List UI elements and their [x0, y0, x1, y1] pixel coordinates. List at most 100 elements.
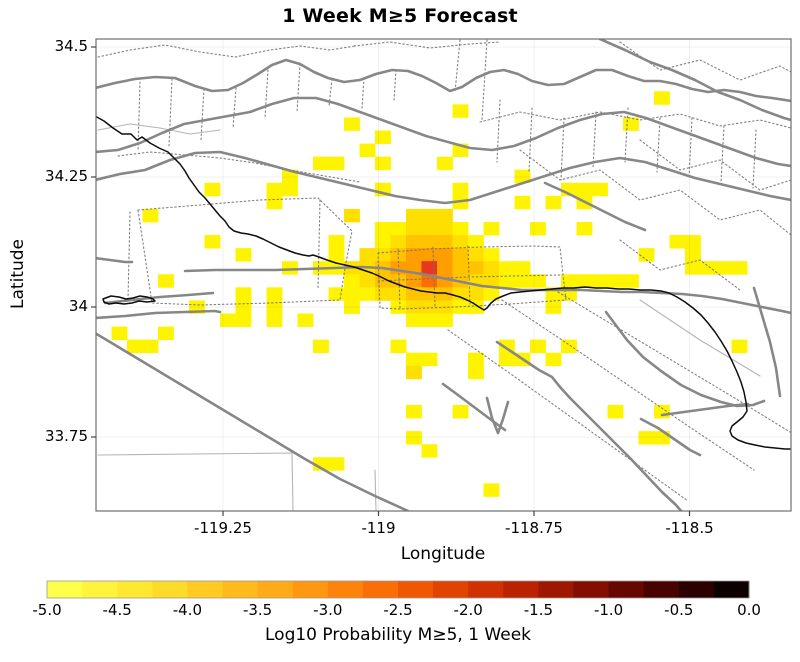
heat-cell	[375, 248, 391, 262]
heat-cell	[576, 182, 593, 197]
fault-line	[752, 286, 782, 398]
fault-line	[720, 125, 725, 183]
heat-cell	[375, 130, 391, 144]
fault-line	[639, 139, 791, 191]
heat-cell	[483, 248, 500, 262]
heat-cell	[421, 274, 438, 288]
fault-line	[592, 111, 597, 169]
y-tick-label: 33.75	[45, 427, 88, 445]
fault-line	[557, 291, 791, 433]
fault-line	[361, 77, 365, 109]
heat-cell	[297, 313, 314, 327]
fault-line	[481, 39, 488, 121]
heat-cell	[452, 248, 469, 262]
heat-cell	[344, 287, 360, 301]
heat-cell	[530, 274, 546, 288]
fault-line	[467, 245, 471, 305]
fault-line	[353, 41, 501, 49]
heat-cell	[375, 156, 391, 171]
heat-cell	[731, 261, 748, 275]
heat-cell	[375, 287, 391, 301]
heat-cell	[437, 208, 453, 223]
heat-cell	[561, 339, 577, 354]
heat-cell	[545, 352, 562, 367]
colorbar-segment	[643, 581, 680, 598]
heat-cell	[406, 352, 422, 367]
fault-line	[183, 265, 791, 315]
heat-cell	[313, 339, 329, 354]
heat-cell	[359, 143, 376, 158]
heat-cell	[313, 457, 329, 471]
fault-line	[97, 123, 221, 135]
colorbar-tick-label: -4.0	[172, 601, 203, 619]
heat-cell	[468, 365, 484, 380]
colorbar-segment	[398, 581, 434, 598]
heat-cell	[607, 404, 624, 419]
fault-line	[485, 396, 510, 435]
heat-cell	[700, 261, 717, 275]
heat-cell	[685, 261, 701, 275]
fault-line	[117, 151, 361, 183]
heat-cell	[499, 339, 515, 354]
heat-cell	[483, 287, 500, 301]
colorbar-tick-label: 0.0	[737, 601, 761, 619]
heat-cell	[654, 404, 670, 419]
heat-cell	[468, 300, 484, 314]
colorbar-segment	[222, 581, 259, 598]
heat-cell	[390, 300, 407, 314]
colorbar-tick-label: -0.5	[664, 601, 694, 619]
heat-cell	[421, 287, 438, 301]
heat-cell	[499, 274, 515, 288]
heat-cell	[561, 274, 577, 288]
colorbar-tick-label: -1.0	[593, 601, 624, 619]
heat-cell	[437, 287, 453, 301]
fault-line	[660, 402, 750, 417]
x-tick-label: -118.75	[505, 519, 563, 537]
heat-cell	[468, 235, 484, 249]
heat-cell	[514, 195, 531, 210]
colorbar-segment	[573, 581, 610, 598]
heat-cell	[344, 300, 360, 314]
heat-cell	[731, 339, 748, 354]
y-tick-label: 34.5	[54, 37, 88, 55]
fault-line	[501, 299, 755, 471]
heat-cell	[344, 208, 360, 223]
heat-cell	[437, 221, 453, 236]
colorbar-segment	[538, 581, 574, 598]
fault-line	[688, 117, 693, 179]
heat-cell	[142, 339, 159, 354]
heat-cell	[452, 235, 469, 249]
heat-cell	[452, 287, 469, 301]
heat-cell	[158, 326, 174, 341]
fault-line	[598, 39, 791, 122]
heat-cell	[390, 221, 407, 236]
heat-cell	[452, 261, 469, 275]
page-title: 1 Week M≥5 Forecast	[282, 5, 518, 27]
heat-cell	[282, 261, 298, 275]
heat-cell	[421, 208, 438, 223]
colorbar-outline	[46, 580, 750, 599]
heat-cell	[623, 274, 639, 288]
fault-line	[604, 310, 766, 408]
heat-cell	[421, 352, 438, 367]
heat-cell	[406, 365, 422, 380]
colorbar-segment	[117, 581, 153, 598]
fault-line	[96, 96, 791, 168]
fault-line	[656, 117, 661, 173]
fault-line	[127, 211, 131, 301]
heat-cell	[266, 287, 283, 301]
heat-cell	[421, 235, 438, 249]
heat-cell	[421, 313, 438, 327]
coastline	[102, 295, 156, 305]
heat-cell	[499, 261, 515, 275]
heat-cell	[406, 313, 422, 327]
heat-cell	[204, 235, 221, 249]
heat-cell	[142, 208, 159, 223]
coastline	[96, 115, 791, 450]
fault-line	[495, 340, 683, 511]
fault-line	[96, 256, 134, 264]
heat-cell	[328, 248, 345, 262]
colorbar-tick-label: -5.0	[32, 601, 62, 619]
heat-cell	[421, 248, 438, 262]
y-tick-label: 34	[68, 297, 88, 315]
